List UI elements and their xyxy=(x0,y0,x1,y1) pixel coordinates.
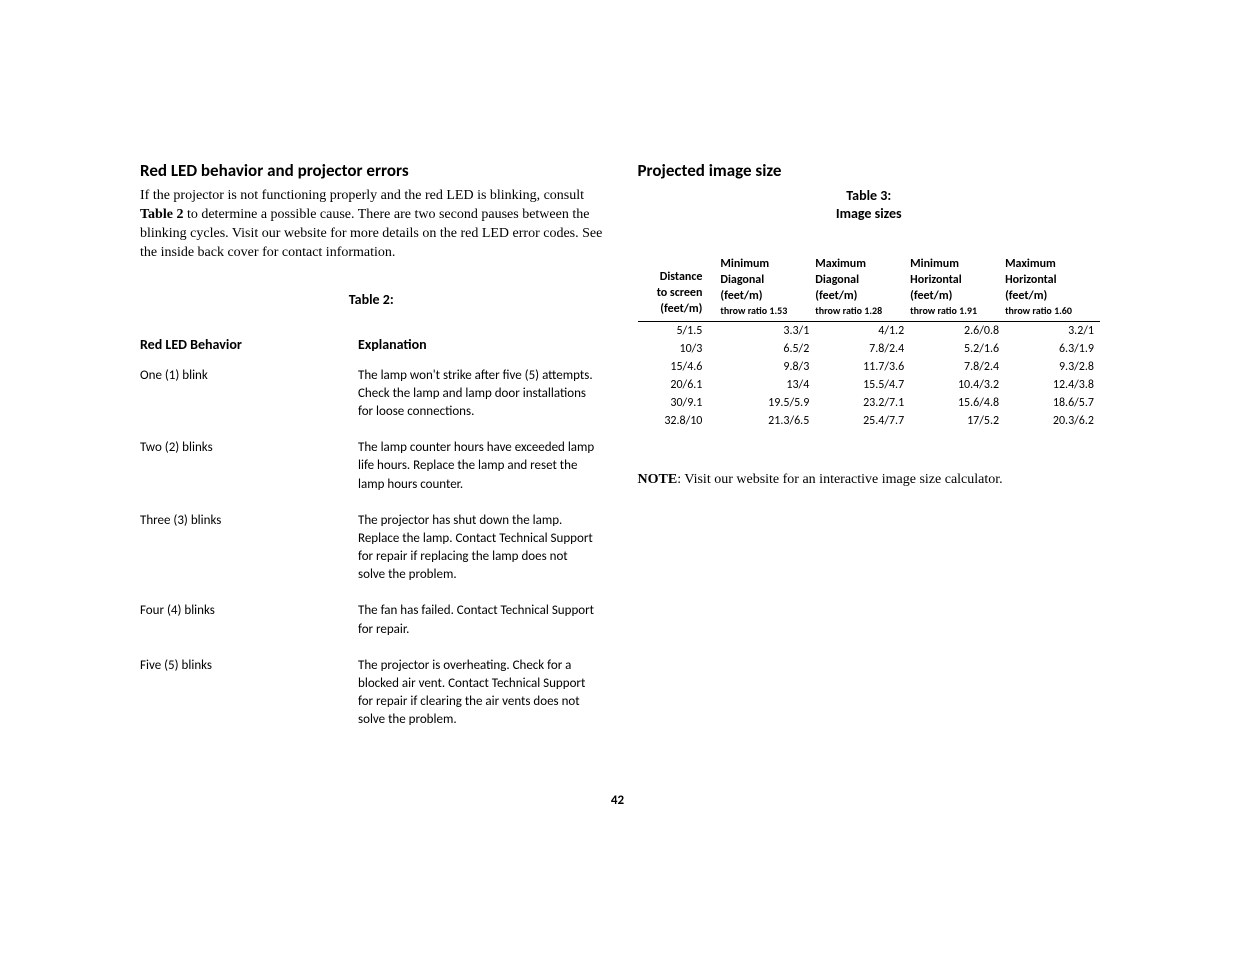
table3-col-header: Distanceto screen(feet/m) xyxy=(638,257,721,321)
table2-explanation-cell: The projector has shut down the lamp. Re… xyxy=(358,512,603,603)
table3-header-row: Distanceto screen(feet/m)MinimumDiagonal… xyxy=(638,257,1101,321)
table3-cell: 5/1.5 xyxy=(638,322,721,341)
table3-cell: 25.4/7.7 xyxy=(815,412,910,430)
intro-text-a: If the projector is not functioning prop… xyxy=(140,188,584,203)
table2: Red LED Behavior Explanation One (1) bli… xyxy=(140,336,603,748)
table2-caption: Table 2: xyxy=(140,291,603,308)
table3-cell: 7.8/2.4 xyxy=(910,358,1005,376)
note-paragraph: NOTE: Visit our website for an interacti… xyxy=(638,472,1101,488)
table3-caption-b: Image sizes xyxy=(638,205,1101,223)
table3-cell: 6.5/2 xyxy=(720,340,815,358)
table3-cell: 20.3/6.2 xyxy=(1005,412,1100,430)
table-row: Five (5) blinksThe projector is overheat… xyxy=(140,657,603,748)
table-row: Two (2) blinksThe lamp counter hours hav… xyxy=(140,439,603,512)
table3-cell: 10/3 xyxy=(638,340,721,358)
table3-col-header: MaximumHorizontal(feet/m)throw ratio 1.6… xyxy=(1005,257,1100,321)
table-row: Four (4) blinksThe fan has failed. Conta… xyxy=(140,602,603,656)
table3-cell: 3.2/1 xyxy=(1005,322,1100,341)
table3: Distanceto screen(feet/m)MinimumDiagonal… xyxy=(638,257,1101,430)
table3-body: 5/1.53.3/14/1.22.6/0.83.2/110/36.5/27.8/… xyxy=(638,322,1101,431)
table2-explanation-cell: The fan has failed. Contact Technical Su… xyxy=(358,602,603,656)
table3-cell: 9.8/3 xyxy=(720,358,815,376)
table2-col1-header: Red LED Behavior xyxy=(140,336,358,367)
table2-header-row: Red LED Behavior Explanation xyxy=(140,336,603,367)
table3-cell: 11.7/3.6 xyxy=(815,358,910,376)
table2-body: One (1) blinkThe lamp won't strike after… xyxy=(140,367,603,748)
table-row: 10/36.5/27.8/2.45.2/1.66.3/1.9 xyxy=(638,340,1101,358)
table3-cell: 15.6/4.8 xyxy=(910,394,1005,412)
table3-cell: 21.3/6.5 xyxy=(720,412,815,430)
table2-behavior-cell: Two (2) blinks xyxy=(140,439,358,512)
table3-cell: 15.5/4.7 xyxy=(815,376,910,394)
table-row: Three (3) blinksThe projector has shut d… xyxy=(140,512,603,603)
section-heading-image-size: Projected image size xyxy=(638,160,1101,181)
table2-behavior-cell: Four (4) blinks xyxy=(140,602,358,656)
intro-paragraph: If the projector is not functioning prop… xyxy=(140,187,603,263)
table-row: 32.8/1021.3/6.525.4/7.717/5.220.3/6.2 xyxy=(638,412,1101,430)
table2-explanation-cell: The projector is overheating. Check for … xyxy=(358,657,603,748)
table3-cell: 9.3/2.8 xyxy=(1005,358,1100,376)
table3-cell: 20/6.1 xyxy=(638,376,721,394)
table3-col-header: MinimumHorizontal(feet/m)throw ratio 1.9… xyxy=(910,257,1005,321)
table3-caption-a: Table 3: xyxy=(638,187,1101,205)
note-bold: NOTE xyxy=(638,472,678,487)
table-row: 20/6.113/415.5/4.710.4/3.212.4/3.8 xyxy=(638,376,1101,394)
section-heading-led: Red LED behavior and projector errors xyxy=(140,160,603,181)
table3-cell: 3.3/1 xyxy=(720,322,815,341)
table3-cell: 5.2/1.6 xyxy=(910,340,1005,358)
page-number: 42 xyxy=(0,793,1235,808)
table3-cell: 32.8/10 xyxy=(638,412,721,430)
note-rest: : Visit our website for an interactive i… xyxy=(677,472,1002,487)
table3-cell: 15/4.6 xyxy=(638,358,721,376)
table2-behavior-cell: Three (3) blinks xyxy=(140,512,358,603)
intro-text-c: to determine a possible cause. There are… xyxy=(140,207,602,260)
table-row: One (1) blinkThe lamp won't strike after… xyxy=(140,367,603,440)
table3-cell: 10.4/3.2 xyxy=(910,376,1005,394)
table3-cell: 4/1.2 xyxy=(815,322,910,341)
table3-cell: 2.6/0.8 xyxy=(910,322,1005,341)
table3-col-header: MaximumDiagonal(feet/m)throw ratio 1.28 xyxy=(815,257,910,321)
table2-behavior-cell: Five (5) blinks xyxy=(140,657,358,748)
table2-behavior-cell: One (1) blink xyxy=(140,367,358,440)
table3-cell: 18.6/5.7 xyxy=(1005,394,1100,412)
intro-table-ref: Table 2 xyxy=(140,207,183,222)
table-row: 30/9.119.5/5.923.2/7.115.6/4.818.6/5.7 xyxy=(638,394,1101,412)
table3-col-header: MinimumDiagonal(feet/m)throw ratio 1.53 xyxy=(720,257,815,321)
table-row: 5/1.53.3/14/1.22.6/0.83.2/1 xyxy=(638,322,1101,341)
table2-explanation-cell: The lamp won't strike after five (5) att… xyxy=(358,367,603,440)
table-row: 15/4.69.8/311.7/3.67.8/2.49.3/2.8 xyxy=(638,358,1101,376)
table3-cell: 17/5.2 xyxy=(910,412,1005,430)
table3-cell: 6.3/1.9 xyxy=(1005,340,1100,358)
table2-explanation-cell: The lamp counter hours have exceeded lam… xyxy=(358,439,603,512)
table3-cell: 23.2/7.1 xyxy=(815,394,910,412)
table3-cell: 12.4/3.8 xyxy=(1005,376,1100,394)
table3-cell: 19.5/5.9 xyxy=(720,394,815,412)
table2-col2-header: Explanation xyxy=(358,336,603,367)
table3-cell: 30/9.1 xyxy=(638,394,721,412)
table3-cell: 7.8/2.4 xyxy=(815,340,910,358)
table3-cell: 13/4 xyxy=(720,376,815,394)
